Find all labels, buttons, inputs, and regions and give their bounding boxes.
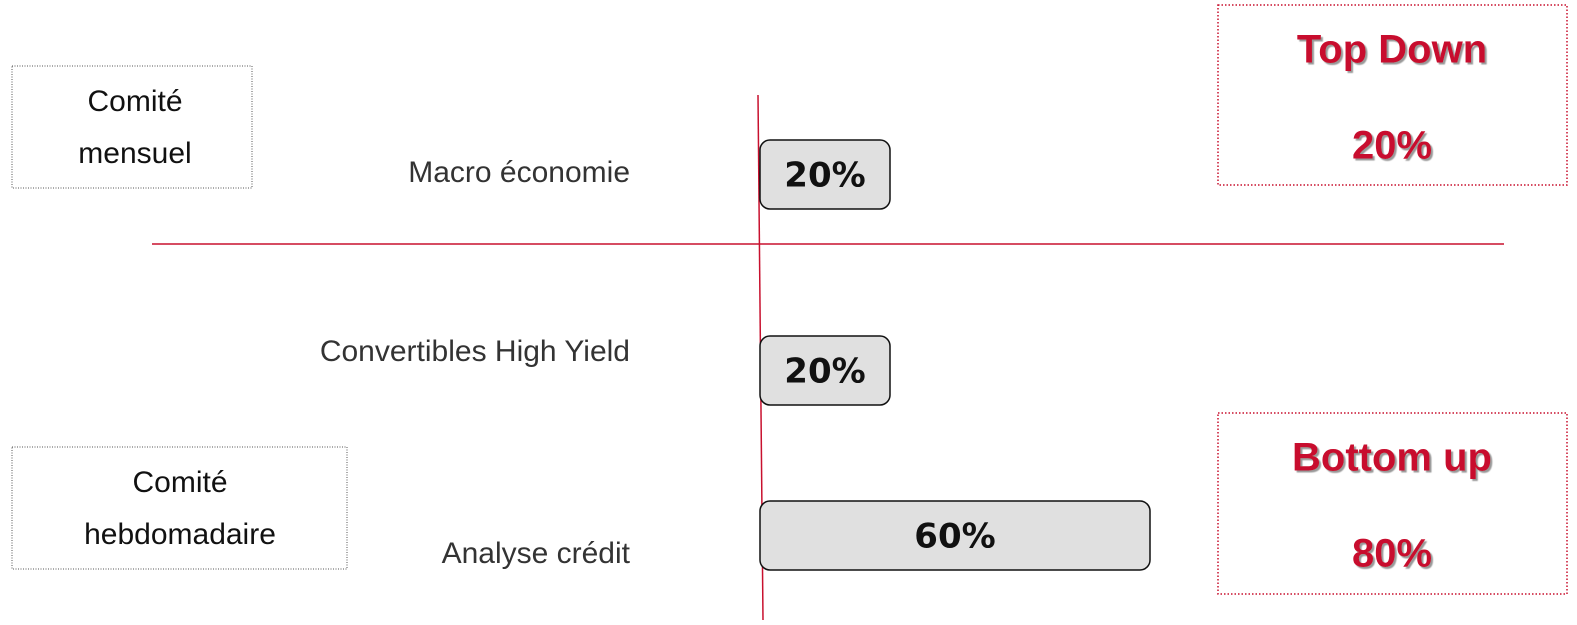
bar-label: 20% xyxy=(784,156,865,196)
approach-title: Bottom up xyxy=(1292,436,1492,480)
approach-share: 80% xyxy=(1352,532,1432,576)
committee-label: Comité xyxy=(87,85,182,118)
approach-title: Top Down xyxy=(1297,28,1487,72)
bar xyxy=(759,139,891,210)
bar xyxy=(759,335,891,406)
category-label: Analyse crédit xyxy=(442,537,631,570)
approach-box xyxy=(1217,4,1568,186)
bar-label: 20% xyxy=(784,352,865,392)
committee-label: mensuel xyxy=(78,137,191,170)
approach-box xyxy=(1217,412,1568,595)
committee-label: hebdomadaire xyxy=(84,518,276,551)
committee-box xyxy=(11,446,348,570)
category-label: Macro économie xyxy=(408,156,630,189)
committee-label: Comité xyxy=(132,466,227,499)
category-label: Convertibles High Yield xyxy=(320,335,630,368)
committee-box xyxy=(11,65,253,189)
approach-share: 20% xyxy=(1352,124,1432,168)
bar-label: 60% xyxy=(914,517,995,557)
bar xyxy=(759,500,1151,571)
